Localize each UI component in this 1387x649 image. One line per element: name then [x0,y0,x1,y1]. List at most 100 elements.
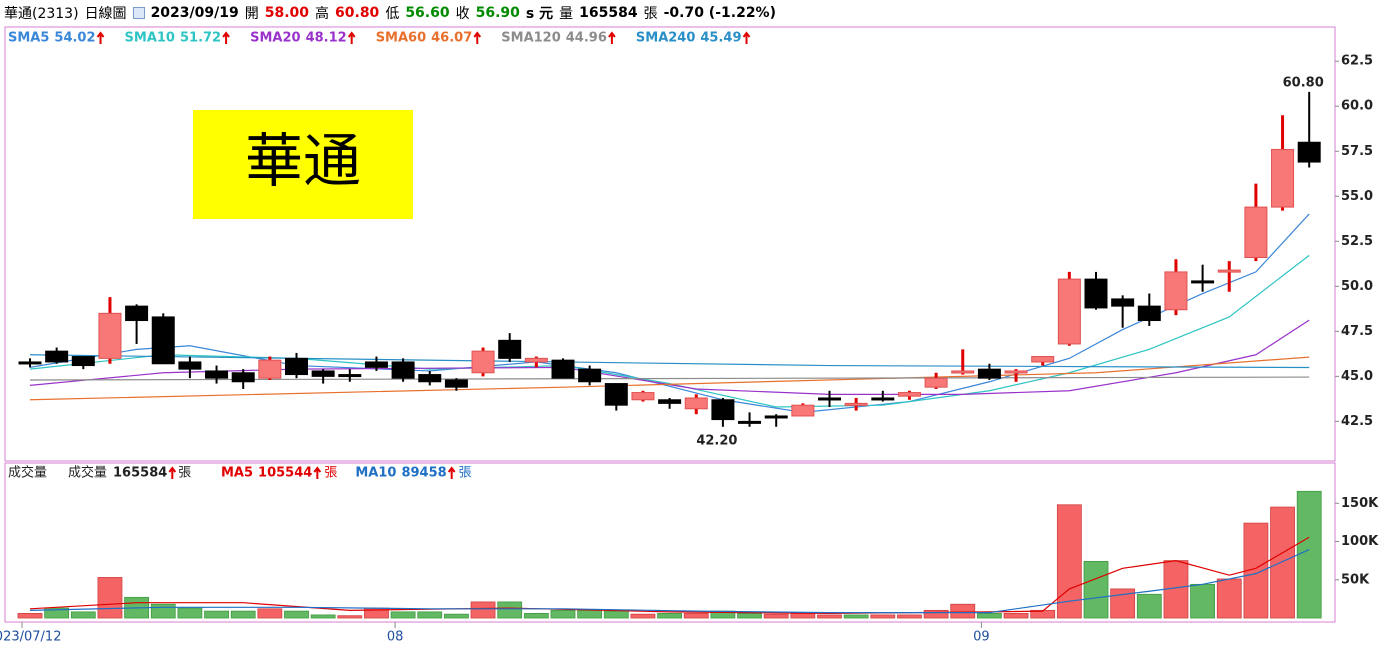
candle-body [1271,148,1295,208]
volume-bar [230,610,256,619]
volume-bar [1136,593,1162,619]
candle-body [1057,278,1081,345]
volume-bar [204,610,229,619]
legend-value: 46.07 [431,31,472,46]
candle-body [1164,271,1188,311]
up-arrow [168,466,177,479]
y-tick-label: 60.0 [1341,99,1373,114]
candle-body [285,357,308,376]
low-label: 低 [385,6,400,22]
volume-bar [177,607,203,619]
banner-box [193,110,413,219]
volume-bar [870,614,896,619]
y-tick-label: 42.5 [1341,414,1373,429]
legend-value: 51.72 [180,31,221,46]
change: -0.70 (-1.22%) [663,5,776,21]
low: 56.60 [405,5,450,21]
moving-average [29,549,1310,614]
volume-bar [1056,504,1082,619]
candle-body [311,370,335,377]
candle-body [178,361,202,370]
candle-body [231,372,255,383]
volume-bar [657,613,682,619]
price-panel [4,26,1336,462]
volume: 165584 [579,5,638,21]
candle-body [1031,356,1055,363]
annotation: 42.20 [696,433,737,448]
candle-body [844,402,868,406]
candle-body [897,392,921,397]
candle-body [738,420,762,424]
open: 58.00 [264,5,310,21]
volume-bar [1003,613,1029,619]
up-arrow [608,31,616,44]
legend-value: 105544 [258,466,312,481]
x-tick-label: 2023/07/12 [0,630,61,645]
candle-body [18,361,42,365]
volume-bar [577,609,603,619]
legend-value: 54.02 [54,31,95,46]
volume-bar [1190,583,1215,619]
volume-bar [337,615,363,619]
y-tick-label: 57.5 [1341,144,1373,159]
candle-body [125,305,149,322]
volume-bar [44,607,70,619]
volume-label: 成交量 [68,465,107,481]
volume-bar [683,613,709,619]
y-tick-label: 47.5 [1341,324,1373,339]
candle-body [578,368,602,383]
legend-name: SMA240 [636,31,696,46]
volume-bar [390,611,416,619]
volume-bar [523,613,549,619]
legend-value: 45.49 [700,31,741,46]
candle-body [45,350,69,363]
volume-bar [470,601,496,619]
period[interactable]: 日線圖 [84,6,127,22]
unit: s 元 [525,6,554,22]
volume-bar [1216,578,1242,619]
volume-bar [257,608,283,619]
candle-body [1191,280,1215,284]
candle-body [551,359,575,379]
candle-body [631,392,655,401]
candle-body [977,368,1001,379]
volume-bar [763,613,789,619]
up-arrow [742,31,751,44]
volume-bar [790,613,816,619]
checkbox[interactable] [132,7,145,19]
volume-bar [1296,490,1322,619]
legend-value: 48.12 [306,31,347,46]
high-label: 高 [315,6,330,22]
candle-body [871,397,895,401]
up-arrow [473,31,482,44]
moving-average [29,213,1310,413]
legend-unit: 張 [459,466,472,481]
moving-average [29,536,1310,615]
candle-body [498,339,522,359]
volume-label: 量 [559,6,574,22]
up-arrow [347,31,356,44]
y-tick-label: 45.0 [1341,369,1373,384]
volume-bar [550,609,576,619]
legend-name: SMA5 [8,31,49,46]
open-label: 開 [244,6,259,22]
volume-bar [737,613,762,619]
x-tick-label: 08 [387,630,404,645]
legend-name: SMA120 [501,31,561,46]
volume-panel [4,462,1336,623]
volume-bar [70,611,96,619]
high: 60.80 [335,5,380,21]
volume-bar [150,603,176,619]
volume-bar [630,613,656,619]
volume-bar [950,603,976,619]
volume-unit: 張 [178,466,191,481]
volume-bar [443,613,469,619]
candle-body [818,397,841,401]
volume-bar [417,611,443,619]
candle-body [684,397,708,410]
y-tick-label: 55.0 [1341,189,1373,204]
y-tick-label: 100K [1341,534,1379,549]
candle-body [391,361,415,379]
